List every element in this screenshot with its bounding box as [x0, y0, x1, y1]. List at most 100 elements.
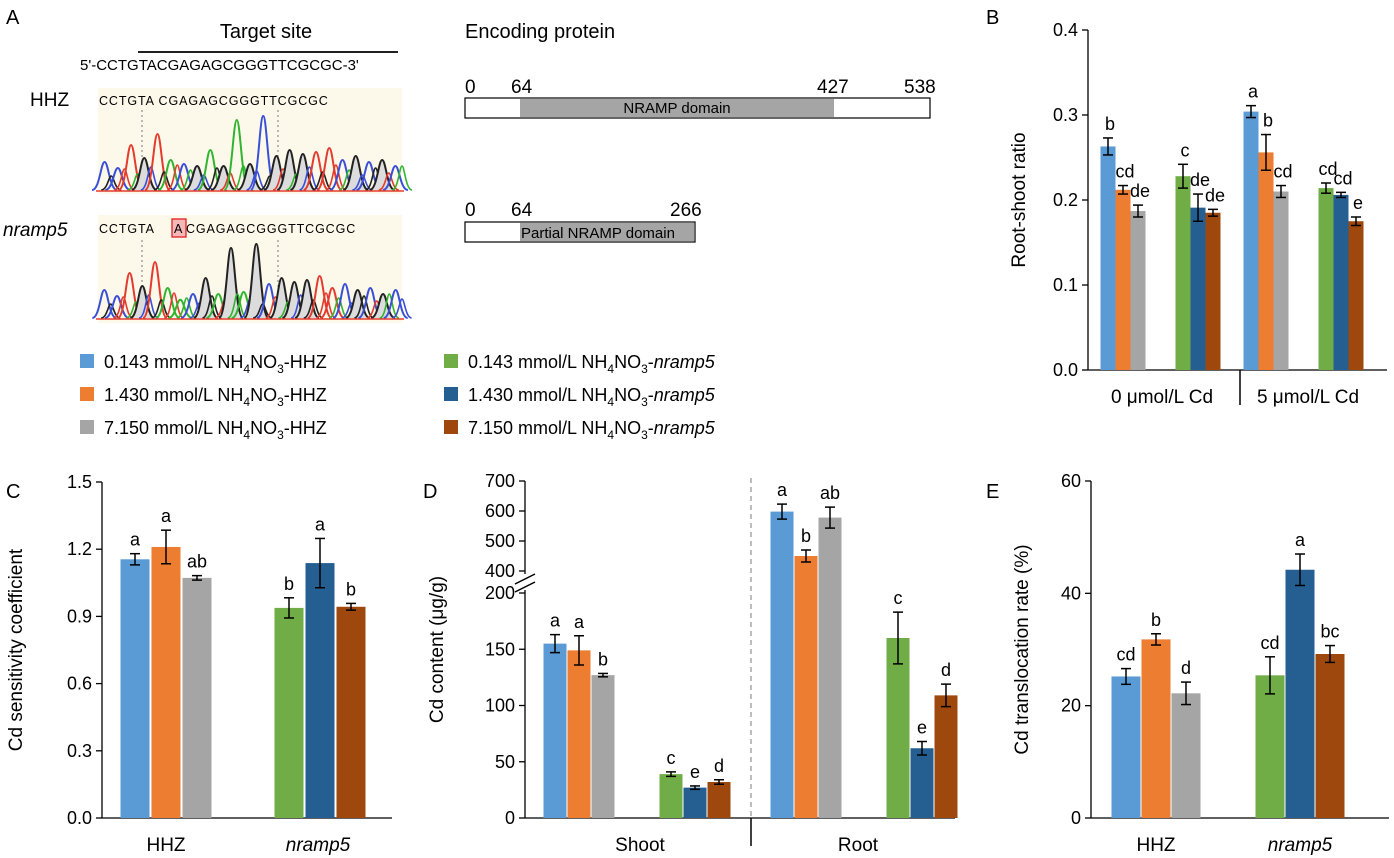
bar [910, 748, 934, 818]
trace-secondary-peak [153, 171, 175, 191]
y-tick-label: 100 [485, 696, 515, 716]
mut-chromatogram-sequence-1: CCTGTA [99, 222, 155, 236]
bar [1255, 675, 1285, 818]
legend-swatch [444, 420, 458, 434]
trace-peak [382, 164, 409, 191]
bar [1111, 676, 1141, 818]
y-axis-label: Cd sensitivity coefficient [6, 548, 27, 751]
legend-entry: 1.430 mmol/L NH4NO3-HHZ [104, 385, 327, 409]
significance-letter: a [1295, 530, 1306, 550]
significance-letter: cd [1333, 168, 1352, 188]
y-tick-label: 1.5 [67, 472, 92, 492]
y-tick-label: 0.3 [1053, 105, 1078, 125]
significance-letter: ab [187, 552, 207, 572]
bar [274, 607, 304, 818]
bar [1175, 176, 1191, 370]
trace-peak [131, 156, 158, 191]
bar [886, 638, 910, 818]
encoding-protein-title: Encoding protein [465, 21, 615, 43]
legend: 0.143 mmol/L NH4NO3-HHZ 1.430 mmol/L NH4N… [80, 352, 716, 442]
x-group-label: Shoot [615, 835, 665, 856]
bar [1285, 569, 1315, 818]
wt-nramp-domain [520, 99, 834, 117]
trace-peak [383, 288, 409, 319]
bar [151, 546, 181, 818]
bar [1258, 152, 1274, 370]
axis-break-mark [514, 573, 536, 585]
bar [336, 606, 366, 818]
trace-peak [370, 292, 396, 319]
trace-secondary-peak [352, 174, 373, 191]
y-tick-label: 200 [485, 583, 515, 603]
bar [1243, 111, 1259, 370]
mut-protein-start: 0 [465, 200, 476, 221]
significance-letter: a [1248, 82, 1259, 102]
bar [1318, 188, 1334, 370]
target-sequence: 5'-CCTGTACGAGAGCGGGTTCGCGC-3' [80, 57, 359, 74]
y-tick-label: 600 [485, 501, 515, 521]
significance-letter: b [284, 574, 294, 594]
mut-partial-domain [520, 223, 694, 241]
trace-peak [104, 294, 130, 319]
x-group-label: 0 μmol/L Cd [1111, 387, 1213, 408]
significance-letter: d [941, 660, 951, 680]
significance-letter: de [1190, 170, 1210, 190]
y-tick-label: 0.3 [67, 741, 92, 761]
y-tick-label: 0 [505, 808, 515, 828]
significance-letter: a [130, 530, 141, 550]
y-axis-label: Root-shoot ratio [1009, 132, 1030, 267]
trace-secondary-peak [316, 292, 336, 319]
significance-letter: e [917, 718, 927, 738]
x-group-label: 5 μmol/L Cd [1257, 387, 1359, 408]
significance-letter: a [574, 612, 585, 632]
y-tick-label: 60 [1061, 471, 1081, 491]
y-tick-label: 0.1 [1053, 275, 1078, 295]
y-tick-label: 40 [1061, 583, 1081, 603]
mut-protein-domain-start: 64 [511, 200, 533, 221]
insertion-highlight-box [171, 218, 187, 238]
significance-letter: a [777, 480, 788, 500]
trace-secondary-peak [227, 293, 248, 319]
panel-c-label: C [6, 481, 20, 503]
trace-secondary-peak [312, 171, 333, 191]
y-tick-label: 20 [1061, 696, 1081, 716]
significance-letter: e [690, 762, 700, 782]
bar [1171, 693, 1201, 818]
y-axis-label: Cd content (μg/g) [427, 576, 448, 723]
significance-letter: c [667, 748, 676, 768]
y-tick-label: 0.6 [67, 674, 92, 694]
trace-secondary-peak [100, 175, 122, 191]
axis-break-gap [515, 574, 535, 590]
y-tick-label: 500 [485, 531, 515, 551]
significance-letter: bc [1320, 622, 1339, 642]
significance-letter: b [1105, 114, 1115, 134]
significance-letter: de [1130, 181, 1150, 201]
wt-protein-end: 538 [904, 77, 936, 98]
significance-letter: b [346, 579, 356, 599]
legend-entry: 7.150 mmol/L NH4NO3-HHZ [104, 418, 327, 442]
significance-letter: b [1263, 111, 1273, 131]
trace-peak [303, 150, 330, 191]
trace-secondary-peak [299, 166, 320, 191]
trace-secondary-peak [378, 172, 400, 191]
bar [934, 695, 958, 818]
trace-secondary-peak [176, 297, 197, 319]
trace-secondary-peak [379, 293, 400, 319]
y-tick-label: 0.0 [1053, 360, 1078, 380]
trace-peak [345, 288, 371, 319]
significance-letter: b [1151, 610, 1161, 630]
x-group-label: HHZ [1136, 835, 1175, 856]
bar [659, 774, 683, 818]
trace-secondary-peak [325, 164, 347, 191]
trace-secondary-peak [100, 303, 121, 319]
significance-letter: cd [1116, 645, 1135, 665]
bar [1273, 191, 1289, 370]
significance-letter: cd [1115, 162, 1134, 182]
y-tick-label: 0.4 [1053, 20, 1078, 40]
x-group-label: Root [838, 835, 879, 856]
trace-peak [104, 166, 131, 191]
bar [1190, 207, 1206, 370]
